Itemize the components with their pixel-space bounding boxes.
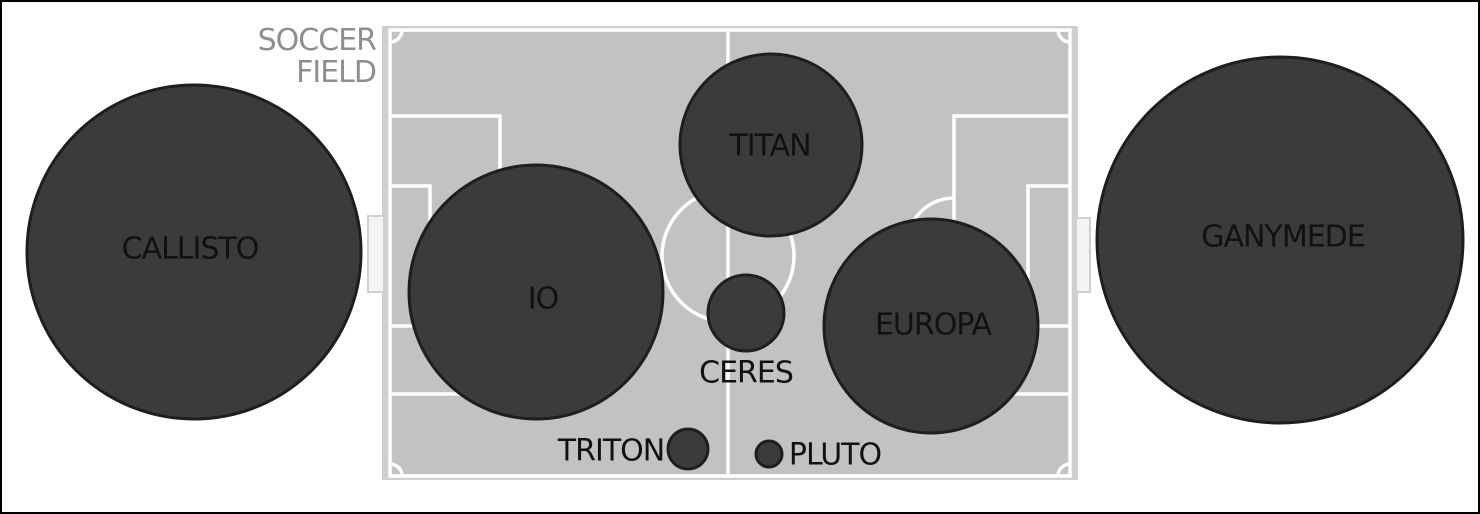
triton-label: TRITON bbox=[557, 434, 664, 469]
corner-arc-top-right bbox=[1056, 29, 1071, 44]
right-goal-area bbox=[1026, 184, 1070, 328]
pluto-disc bbox=[754, 439, 784, 469]
ganymede-disc bbox=[1095, 55, 1465, 425]
europa-label: EUROPA bbox=[875, 308, 993, 343]
io-disc bbox=[407, 163, 665, 421]
ceres-disc bbox=[706, 273, 786, 353]
celestial-bodies bbox=[25, 52, 1465, 471]
ganymede-label: GANYMEDE bbox=[1201, 220, 1364, 255]
titan-disc bbox=[678, 52, 864, 238]
right-goal bbox=[1075, 217, 1091, 293]
ceres-label: CERES bbox=[699, 356, 793, 391]
corner-arc-top-left bbox=[389, 29, 404, 44]
corner-arc-bottom-left bbox=[389, 462, 404, 477]
callisto-label: CALLISTO bbox=[122, 232, 259, 267]
field-label-line2: FIELD bbox=[296, 55, 376, 90]
callisto-disc bbox=[25, 83, 363, 421]
field-boundary-line bbox=[388, 28, 1072, 478]
corner-arc-bottom-right bbox=[1056, 462, 1071, 477]
pluto-label: PLUTO bbox=[789, 438, 881, 473]
field-label-line1: SOCCER bbox=[258, 23, 377, 58]
io-label: IO bbox=[528, 282, 558, 317]
left-goal bbox=[367, 215, 385, 293]
titan-label: TITAN bbox=[728, 129, 810, 164]
triton-disc bbox=[666, 427, 710, 471]
europa-disc bbox=[822, 217, 1040, 435]
